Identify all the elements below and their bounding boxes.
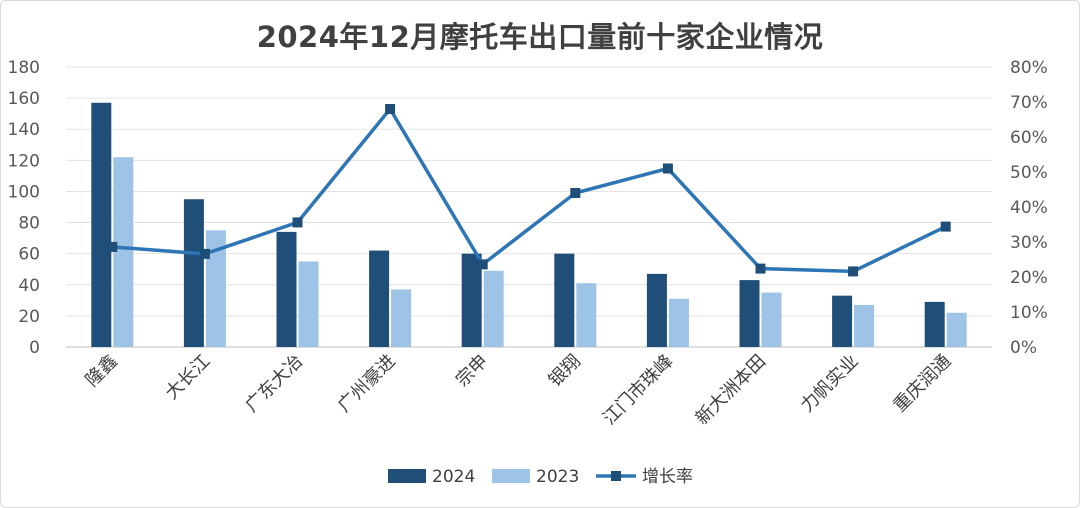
bar-2024 (369, 250, 390, 347)
bar-2024 (276, 231, 297, 347)
growth-rate-marker (292, 217, 303, 228)
legend-swatch-2024 (388, 469, 426, 483)
bar-2023 (391, 289, 412, 347)
y-left-tick-label: 60 (18, 245, 40, 265)
y-right-tick-label: 70% (1010, 93, 1048, 113)
category-label: 重庆润通 (889, 351, 955, 417)
growth-rate-marker (107, 241, 118, 252)
legend: 2024 2023 增长率 (388, 467, 693, 487)
growth-rate-marker (755, 263, 766, 274)
y-right-tick-label: 50% (1010, 163, 1048, 183)
growth-rate-line (112, 107, 947, 274)
category-label: 宗申 (452, 351, 492, 391)
bar-2024 (646, 273, 667, 347)
legend-label-2024: 2024 (432, 467, 475, 487)
bar-2023 (761, 292, 782, 347)
category-labels: 隆鑫 大长江 广东大冶 广州豪进 宗申 银翔 江门市珠峰 新大洲本田 力帆实业 重庆润通 (82, 351, 956, 429)
growth-rate-marker (199, 248, 210, 259)
category-label: 力帆实业 (797, 351, 863, 417)
growth-rate-marker (940, 221, 951, 232)
bar-2023 (205, 230, 226, 347)
growth-rate-marker (385, 104, 396, 114)
bar-2023 (854, 305, 875, 347)
y-right-tick-label: 10% (1010, 303, 1048, 323)
legend-label-2023: 2023 (536, 467, 579, 487)
y-right-tick-label: 30% (1010, 233, 1048, 253)
bar-2024 (554, 253, 575, 347)
y-left-tick-label: 0 (29, 338, 40, 358)
growth-rate-marker (848, 266, 859, 277)
legend-swatch-2023 (492, 469, 530, 483)
y-left-tick-label: 120 (8, 151, 40, 171)
category-label: 隆鑫 (82, 351, 122, 391)
y-right-tick-label: 20% (1010, 268, 1048, 288)
legend-label-growth: 增长率 (642, 467, 693, 487)
growth-line (107, 104, 951, 277)
growth-rate-marker (477, 259, 488, 270)
bar-2023 (113, 157, 134, 347)
bar-2023 (483, 270, 504, 347)
y-left-tick-label: 160 (8, 89, 40, 109)
category-label: 广东大冶 (241, 351, 307, 417)
bar-2024 (739, 280, 760, 347)
category-label: 江门市珠峰 (599, 351, 677, 429)
bars (91, 102, 967, 348)
growth-rate-marker (570, 188, 581, 198)
y-left-tick-label: 180 (8, 58, 40, 78)
bar-2023 (298, 261, 319, 347)
bar-2023 (946, 312, 967, 347)
legend-swatch-growth-marker (611, 471, 621, 481)
bar-2023 (668, 298, 689, 347)
y-left-tick-label: 40 (18, 276, 40, 296)
left-axis-ticks: 0 20 40 60 80 100 120 140 160 180 (8, 58, 40, 358)
y-right-tick-label: 60% (1010, 128, 1048, 148)
category-label: 大长江 (161, 351, 214, 404)
bar-2024 (924, 301, 945, 347)
gridlines (66, 66, 992, 348)
category-label: 新大洲本田 (692, 351, 770, 429)
chart-title: 2024年12月摩托车出口量前十家企业情况 (256, 20, 824, 54)
bar-2024 (183, 199, 204, 347)
y-right-tick-label: 0% (1010, 338, 1037, 358)
category-label: 银翔 (545, 351, 585, 391)
right-axis-ticks: 0% 10% 20% 30% 40% 50% 60% 70% 80% (1010, 58, 1048, 358)
y-left-tick-label: 80 (18, 214, 40, 234)
y-left-tick-label: 100 (8, 182, 40, 202)
y-left-tick-label: 20 (18, 307, 40, 327)
y-right-tick-label: 80% (1010, 58, 1048, 78)
bar-2023 (576, 283, 597, 347)
bar-2024 (832, 295, 853, 347)
bar-2024 (91, 102, 112, 348)
y-left-tick-label: 140 (8, 120, 40, 140)
bar-2024 (461, 253, 482, 347)
growth-rate-marker (662, 163, 673, 174)
y-right-tick-label: 40% (1010, 198, 1048, 218)
category-label: 广州豪进 (334, 351, 400, 417)
